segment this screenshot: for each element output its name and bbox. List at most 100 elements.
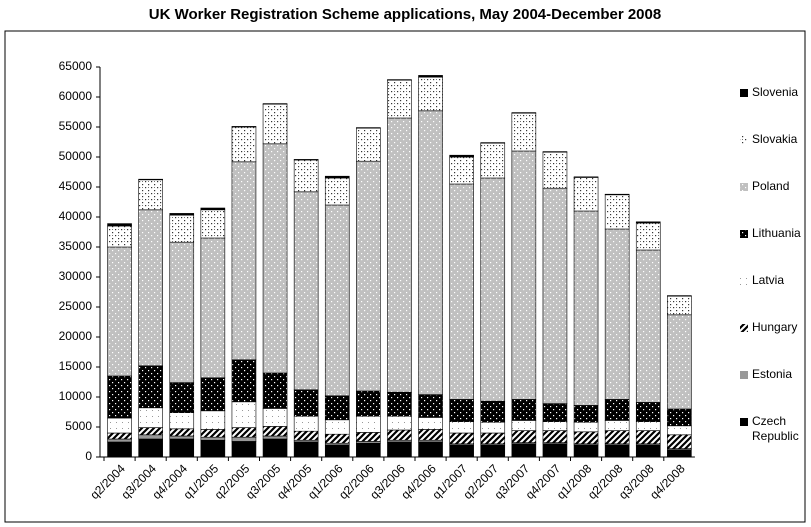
bar-segment — [231, 427, 257, 438]
bar-segment — [262, 143, 288, 374]
y-tick-label: 65000 — [59, 59, 93, 73]
bar-segment — [138, 179, 163, 211]
bar-segment — [138, 438, 163, 458]
bar-segment — [262, 372, 288, 409]
bar-segment — [138, 365, 163, 409]
bar-segment — [262, 408, 288, 427]
bar-segment — [667, 408, 692, 427]
legend-swatch — [740, 136, 748, 144]
bar-segment — [511, 443, 537, 458]
bar-segment — [480, 444, 506, 458]
bar-segment — [262, 435, 288, 440]
bar-segment — [604, 399, 630, 421]
bar-segment — [356, 390, 381, 417]
bar-segment — [480, 142, 506, 144]
bar-segment — [667, 434, 692, 449]
bar-segment — [293, 415, 319, 432]
y-tick-label: 35000 — [59, 239, 93, 253]
bar-segment — [293, 441, 319, 458]
bar-segment — [324, 175, 350, 179]
legend-label: Estonia — [752, 367, 793, 381]
bar-segment — [573, 431, 599, 445]
bar-segment — [604, 193, 630, 196]
bar-segment — [542, 443, 568, 458]
bar-segment — [667, 449, 692, 458]
bar-segment — [449, 154, 474, 158]
bar-segment — [418, 429, 443, 441]
bar-segment — [635, 221, 661, 224]
bar-segment — [480, 142, 506, 179]
bar-segment — [107, 441, 132, 458]
legend-label: Slovakia — [752, 132, 798, 146]
bar-segment — [387, 415, 412, 431]
bar-segment — [324, 177, 350, 206]
legend-label: Poland — [752, 179, 790, 193]
bar-segment — [231, 126, 257, 163]
bar-segment — [262, 426, 288, 437]
bar-segment — [387, 441, 412, 458]
bar-segment — [200, 377, 226, 412]
bar-segment — [542, 430, 568, 443]
y-tick-label: 60000 — [59, 89, 93, 103]
bar-segment — [387, 79, 412, 81]
bar-segment — [138, 209, 163, 367]
bar-segment — [449, 444, 474, 458]
bar-segment — [573, 210, 599, 406]
bar-segment — [293, 430, 319, 441]
bar-segment — [200, 209, 226, 239]
legend-swatch — [740, 230, 748, 238]
bar-segment — [635, 402, 661, 422]
bar-segment — [324, 419, 350, 435]
bar-segment — [200, 439, 226, 458]
bar-segment — [667, 314, 692, 410]
bar-segment — [356, 160, 381, 392]
y-tick-label: 45000 — [59, 179, 93, 193]
legend-label: Lithuania — [752, 226, 801, 240]
bar-segment — [231, 441, 257, 458]
y-tick-label: 20000 — [59, 329, 93, 343]
bar-segment — [293, 159, 319, 161]
y-tick-label: 40000 — [59, 209, 93, 223]
bar-segment — [200, 410, 226, 430]
bar-segment — [573, 176, 599, 178]
bar-segment — [635, 249, 661, 403]
bar-segment — [262, 103, 288, 105]
bar-segment — [138, 178, 163, 181]
legend-swatch — [740, 418, 748, 426]
bar-segment — [169, 382, 195, 413]
legend-swatch — [740, 324, 748, 332]
bar-segment — [356, 127, 381, 129]
bar-segment — [324, 395, 350, 421]
bar-segment — [542, 151, 568, 153]
bar-segment — [107, 432, 132, 440]
bar-segment — [418, 394, 443, 418]
legend-swatch — [740, 183, 748, 191]
bar-segment — [667, 295, 692, 316]
bar-segment — [511, 420, 537, 431]
y-tick-label: 5000 — [65, 419, 92, 433]
bar-segment — [511, 112, 537, 152]
bar-segment — [169, 435, 195, 440]
bar-segment — [573, 405, 599, 423]
bar-segment — [511, 112, 537, 114]
bar-segment — [511, 430, 537, 443]
bar-segment — [324, 204, 350, 397]
legend-swatch — [740, 89, 748, 97]
bar-segment — [449, 432, 474, 445]
legend-label: Slovenia — [752, 85, 799, 99]
bar-segment — [418, 417, 443, 430]
legend-label: Hungary — [752, 320, 798, 334]
bar-segment — [387, 117, 412, 393]
bar-segment — [231, 126, 257, 128]
bar-segment — [604, 420, 630, 431]
bar-segment — [107, 225, 132, 248]
bar-segment — [138, 427, 163, 436]
bar-segment — [107, 417, 132, 434]
bar-segment — [418, 110, 443, 395]
bar-segment — [356, 127, 381, 162]
bar-segment — [418, 76, 443, 112]
bar-segment — [231, 436, 257, 442]
bar-segment — [418, 441, 443, 458]
bar-segment — [449, 183, 474, 400]
